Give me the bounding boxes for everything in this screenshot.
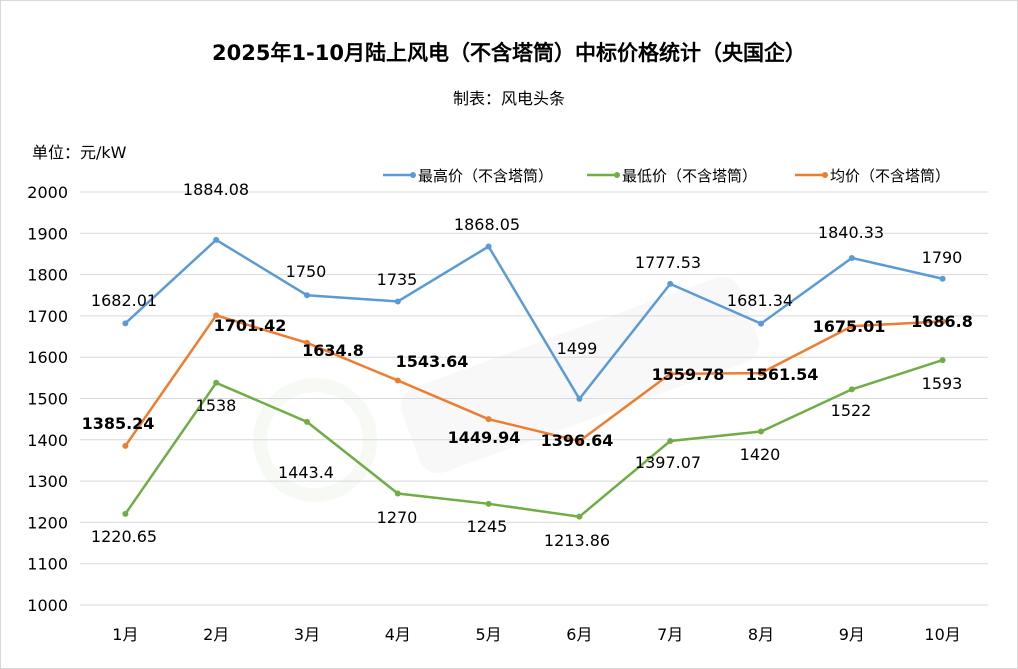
data-point <box>394 377 401 384</box>
legend-marker <box>410 172 416 178</box>
y-tick-label: 1300 <box>27 472 68 491</box>
data-point <box>213 236 220 243</box>
watermark-shape <box>401 276 759 474</box>
x-tick-label: 10月 <box>924 625 960 644</box>
data-point <box>848 254 855 261</box>
data-point <box>667 370 674 377</box>
legend-label: 最低价（不含塔筒） <box>622 167 757 185</box>
data-point <box>304 418 310 425</box>
series-line-0 <box>124 238 943 402</box>
data-label: 1561.54 <box>746 365 819 384</box>
data-point <box>122 510 129 517</box>
data-point <box>485 243 492 250</box>
legend-label: 均价（不含塔筒） <box>830 167 950 185</box>
data-point <box>394 490 401 497</box>
y-tick-label: 1700 <box>27 307 68 326</box>
x-tick-label: 4月 <box>385 625 411 644</box>
y-tick-label: 1500 <box>27 390 68 409</box>
data-point <box>304 339 310 346</box>
legend-marker <box>614 172 620 178</box>
data-point <box>939 275 946 282</box>
data-label: 1213.86 <box>544 531 610 550</box>
data-point <box>576 395 583 402</box>
x-tick-label: 9月 <box>839 625 865 644</box>
x-tick-label: 2月 <box>203 625 229 644</box>
data-label: 1420 <box>740 445 781 464</box>
data-point <box>848 323 855 330</box>
data-point <box>576 438 583 445</box>
data-label: 1593 <box>922 374 963 393</box>
data-label: 1396.64 <box>541 431 614 450</box>
data-label: 1385.24 <box>82 414 155 433</box>
y-tick-label: 1400 <box>27 431 68 450</box>
data-label: 1868.05 <box>454 215 520 234</box>
data-label: 1675.01 <box>813 317 886 336</box>
data-point <box>667 280 674 287</box>
data-label: 1499 <box>557 339 598 358</box>
y-tick-label: 1200 <box>27 513 68 532</box>
legend-label: 最高价（不含塔筒） <box>418 167 553 185</box>
data-label: 1443.4 <box>278 463 334 482</box>
x-tick-label: 8月 <box>748 625 774 644</box>
data-label: 1777.53 <box>635 253 701 272</box>
data-point <box>122 442 129 449</box>
x-tick-label: 7月 <box>657 625 683 644</box>
y-tick-label: 2000 <box>27 183 68 202</box>
data-point <box>213 379 220 386</box>
data-point <box>758 428 764 435</box>
data-point <box>485 416 492 423</box>
data-point <box>304 292 310 299</box>
data-point <box>848 386 855 393</box>
y-tick-label: 1800 <box>27 266 68 285</box>
data-label: 1840.33 <box>818 223 884 242</box>
series-line-1 <box>124 358 943 518</box>
x-tick-label: 5月 <box>476 625 502 644</box>
data-label: 1522 <box>831 401 872 420</box>
y-tick-label: 1900 <box>27 224 68 243</box>
data-point <box>122 320 129 327</box>
data-point <box>576 513 583 520</box>
data-label: 1245 <box>467 517 508 536</box>
data-label: 1634.8 <box>302 341 364 360</box>
data-point <box>485 500 492 507</box>
x-tick-label: 6月 <box>566 625 592 644</box>
series-line-2 <box>124 313 943 447</box>
data-label: 1681.34 <box>727 291 793 310</box>
y-tick-label: 1600 <box>27 348 68 367</box>
data-point <box>394 298 401 305</box>
data-point <box>939 318 946 325</box>
chart-title: 2025年1-10月陆上风电（不含塔筒）中标价格统计（央国企） <box>212 41 806 65</box>
data-point <box>667 438 674 445</box>
data-label: 1884.08 <box>183 180 249 199</box>
data-label: 1220.65 <box>91 527 157 546</box>
data-label: 1701.42 <box>214 316 287 335</box>
data-point <box>213 312 220 319</box>
data-label: 1543.64 <box>396 352 469 371</box>
data-label: 1790 <box>922 248 963 267</box>
data-point <box>758 320 764 327</box>
x-tick-label: 1月 <box>112 625 138 644</box>
data-point <box>939 357 946 364</box>
data-label: 1735 <box>377 270 418 289</box>
data-label: 1750 <box>286 262 327 281</box>
data-point <box>758 370 764 377</box>
data-label: 1538 <box>196 396 237 415</box>
y-tick-label: 1000 <box>27 596 68 615</box>
data-label: 1270 <box>377 508 418 527</box>
data-label: 1559.78 <box>652 365 725 384</box>
y-axis-unit: 单位：元/kW <box>32 143 127 162</box>
data-label: 1397.07 <box>635 453 701 472</box>
chart-subtitle: 制表：风电头条 <box>453 89 565 108</box>
data-label: 1449.94 <box>448 428 521 447</box>
x-tick-label: 3月 <box>294 625 320 644</box>
data-label: 1686.8 <box>911 312 973 331</box>
legend-marker <box>822 172 828 178</box>
y-tick-label: 1100 <box>27 555 68 574</box>
data-label: 1682.01 <box>91 291 157 310</box>
